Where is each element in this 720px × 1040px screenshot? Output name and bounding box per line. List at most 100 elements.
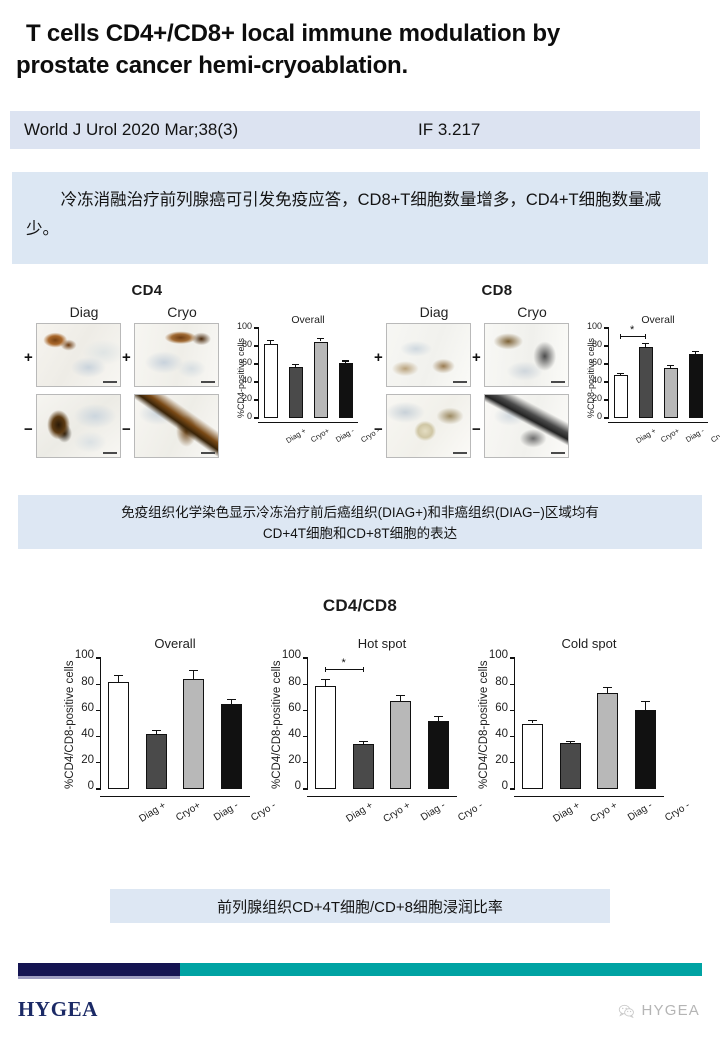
row-sign-negative-cd8-b: −: [472, 421, 481, 438]
chart-y-tick: [604, 399, 609, 401]
chart-y-tick-label: 40: [241, 375, 252, 386]
chart-error-cap: [114, 675, 124, 677]
chart-y-tick: [604, 327, 609, 329]
chart-bar: [688, 354, 703, 418]
chart-y-tick-label: 40: [495, 727, 508, 740]
brand-logo: HYGEA: [18, 997, 99, 1021]
chart-bar: [315, 685, 337, 789]
chart-error-bar: [694, 350, 697, 355]
chart-y-tick: [254, 381, 259, 383]
chart-y-tick-label: 80: [81, 675, 94, 688]
chart-y-tick-label: 100: [74, 649, 94, 662]
chart-x-tick-label: Cryo -: [708, 426, 720, 445]
chart-y-axis: [608, 328, 610, 418]
chart-error-cap: [640, 701, 650, 703]
chart-ratio-coldspot: Cold spot %CD4/CD8-positive cells 0 20 40 60 8…: [462, 636, 692, 851]
col-header-diag-cd8: Diag: [419, 304, 449, 320]
chart-x-axis: [608, 422, 708, 424]
journal-band: World J Urol 2020 Mar;38(3) IF 3.217: [10, 111, 700, 149]
panel-title-cd8: CD8: [481, 282, 513, 299]
row-sign-negative-cd4: −: [24, 421, 33, 438]
caption-ihc-line-2: CD+4T细胞和CD+8T细胞的表达: [262, 525, 458, 541]
micrograph-cd4-cryo-pos: [134, 323, 219, 387]
caption-ratio-text: 前列腺组织CD+4T细胞/CD+8细胞浸润比率: [217, 899, 503, 916]
chart-y-tick: [96, 657, 101, 659]
chart-y-tick: [510, 657, 515, 659]
chart-x-tick-label: Cryo +: [381, 800, 413, 826]
title-line-2: prostate cancer hemi-cryoablation.: [16, 51, 408, 79]
chart-y-tick: [254, 345, 259, 347]
chart-y-tick: [303, 762, 308, 764]
chart-y-tick-label: 0: [501, 780, 508, 793]
chart-y-tick-label: 100: [488, 649, 508, 662]
chart-error-bar: [230, 698, 232, 704]
chart-y-tick-label: 40: [288, 727, 301, 740]
wechat-brand-label: HYGEA: [641, 1002, 700, 1019]
panel-cd4: CD4 Diag Cryo + + − − Overall %CD4-positi…: [22, 282, 381, 482]
chart-y-tick: [96, 709, 101, 712]
chart-y-tick-label: 60: [591, 357, 602, 368]
chart-y-tick: [254, 363, 259, 365]
chart-error-cap: [317, 337, 324, 340]
chart-y-tick: [510, 762, 515, 764]
chart-y-tick-label: 0: [294, 780, 301, 793]
chart-error-cap: [292, 363, 299, 365]
chart-y-tick: [254, 399, 259, 401]
figure-row-ratio: Overall %CD4/CD8-positive cells 0 20 40 60 80 1…: [0, 628, 720, 868]
chart-y-tick-label: 80: [495, 675, 508, 688]
chart-y-tick-label: 0: [246, 411, 252, 422]
chart-error-cap: [528, 719, 538, 721]
chart-y-axis: [307, 658, 309, 789]
chart-bar: [220, 703, 242, 789]
chart-bar: [663, 367, 678, 418]
chart-x-tick-label: Cryo+: [308, 426, 331, 445]
chart-x-tick-label: Diag -: [683, 426, 706, 445]
chart-y-tick: [303, 657, 308, 659]
chart-y-axis-label: %CD4/CD8-positive cells: [478, 660, 490, 789]
chart-error-cap: [151, 730, 161, 732]
chart-bar: [145, 733, 167, 789]
summary-box: 冷冻消融治疗前列腺癌可引发免疫应答，CD8+T细胞数量增多，CD4+T细胞数量减…: [12, 172, 708, 264]
chart-y-tick-label: 20: [591, 393, 602, 404]
row-sign-negative-cd4-b: −: [122, 421, 131, 438]
chart-y-tick-label: 100: [281, 649, 301, 662]
panel-cd8: CD8 Diag Cryo + + − − Overall %CD8-positi…: [372, 282, 720, 482]
chart-error-bar: [362, 740, 364, 744]
chart-error-cap: [321, 678, 331, 681]
chart-bar: [427, 720, 449, 789]
chart-y-tick-label: 80: [591, 339, 602, 350]
chart-x-tick-label: Diag +: [633, 426, 658, 446]
chart-y-axis: [514, 658, 516, 789]
wechat-account: HYGEA: [618, 1002, 700, 1019]
chart-title: Hot spot: [357, 636, 407, 651]
row-sign-positive-cd4: +: [24, 349, 33, 366]
chart-error-bar: [118, 675, 120, 682]
chart-y-tick-label: 40: [81, 727, 94, 740]
chart-y-tick: [604, 417, 609, 419]
chart-error-bar: [644, 343, 647, 347]
chart-title: Overall: [641, 314, 675, 326]
chart-x-tick-label: Cryo -: [663, 800, 693, 824]
chart-error-bar: [437, 716, 439, 721]
chart-bar: [183, 678, 205, 789]
chart-y-tick: [510, 736, 515, 738]
chart-x-tick-label: Diag +: [344, 800, 375, 825]
chart-y-tick: [254, 327, 259, 329]
chart-y-tick-label: 0: [596, 411, 602, 422]
chart-error-cap: [267, 339, 274, 341]
micrograph-cd4-diag-neg: [36, 394, 121, 458]
chart-bar: [613, 374, 628, 418]
chart-y-tick: [510, 709, 515, 712]
chart-error-bar: [400, 694, 402, 702]
micrograph-cd8-diag-neg: [386, 394, 471, 458]
chart-x-axis: [100, 796, 250, 798]
chart-x-tick-label: Diag +: [137, 800, 168, 825]
chart-y-tick: [96, 788, 101, 790]
chart-x-tick-label: Cryo+: [658, 426, 681, 445]
chart-y-tick: [604, 381, 609, 383]
chart-error-cap: [189, 669, 199, 671]
chart-x-tick-label: Diag +: [551, 800, 582, 825]
chart-error-bar: [269, 339, 272, 345]
chart-y-axis: [258, 328, 260, 418]
chart-error-bar: [155, 730, 157, 734]
